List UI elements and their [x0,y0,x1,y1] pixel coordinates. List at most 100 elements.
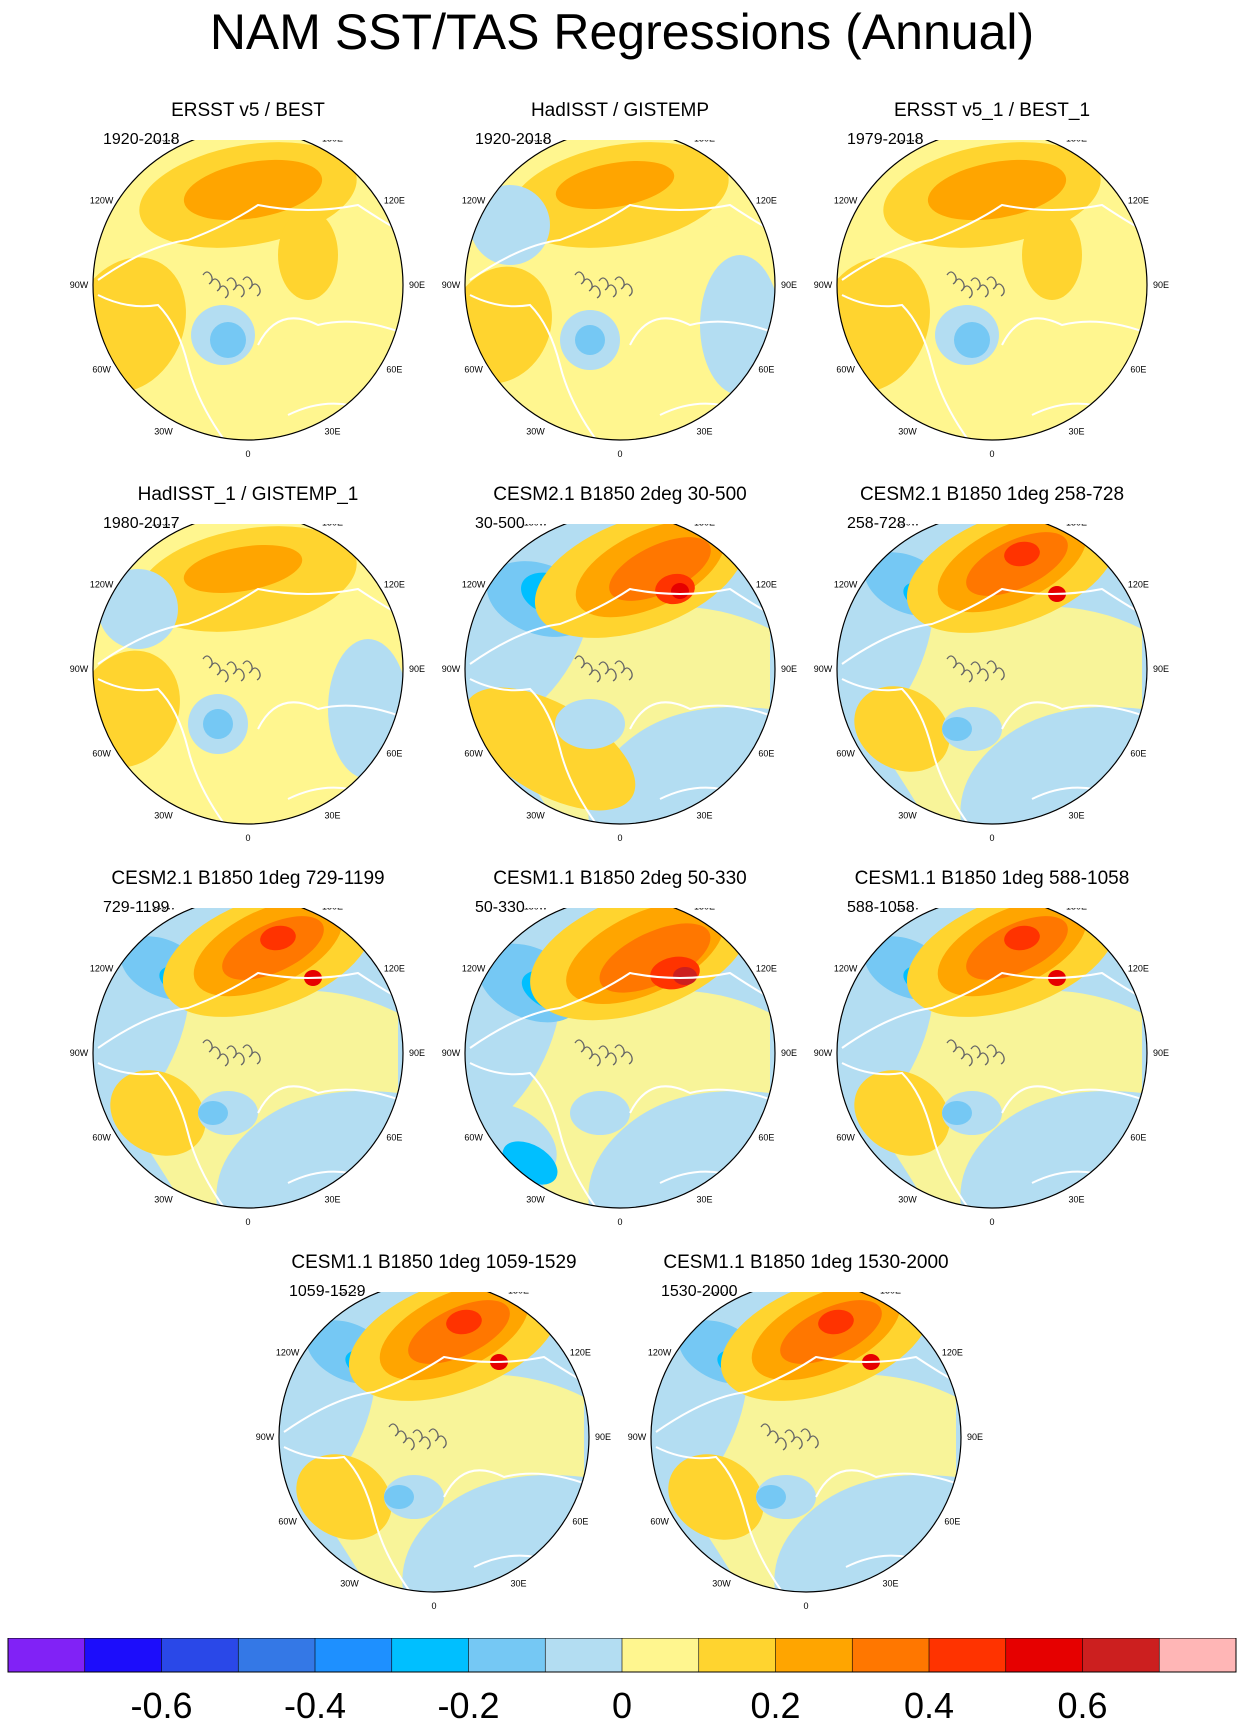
longitude-label: 30W [526,426,545,436]
longitude-label: 120E [1128,580,1149,590]
panel-period-label: 729-1199 [103,899,170,916]
longitude-label: 60W [464,749,483,759]
longitude-label: 60E [386,749,402,759]
figure-title: NAM SST/TAS Regressions (Annual) [209,4,1035,60]
map-panel: HadISST / GISTEMP1920-2018180150E120E90E… [440,100,800,480]
longitude-label: 60E [572,1517,588,1527]
map-panel: CESM1.1 B1850 1deg 1059-15291059-1529180… [254,1252,614,1632]
longitude-label: 150W [152,524,176,528]
longitude-label: 120W [834,580,858,590]
longitude-label: 30W [154,426,173,436]
panel-period-label: 588-1058 [847,899,915,916]
longitude-label: 90E [409,280,425,290]
longitude-label: 90E [781,280,797,290]
longitude-label: 90E [595,1432,611,1442]
longitude-label: 120E [1128,196,1149,206]
panel-title: CESM2.1 B1850 1deg 258-728 [859,484,1125,505]
longitude-label: 150W [896,908,920,912]
longitude-label: 90W [814,1048,833,1058]
longitude-label: 90W [442,1048,461,1058]
longitude-label: 60W [836,749,855,759]
colorbar-swatch [468,1638,546,1672]
longitude-label: 90E [1153,280,1169,290]
polar-map: 180150E120E90E60E30E030W60W90W120W150W [814,524,1169,843]
longitude-label: 120W [90,964,114,974]
longitude-label: 60W [836,365,855,375]
longitude-label: 120E [756,964,777,974]
colorbar-swatch [698,1638,776,1672]
longitude-label: 150W [524,524,548,528]
longitude-label: 90W [70,1048,89,1058]
longitude-label: 60E [758,365,774,375]
panel-period-label: 1920-2018 [475,131,552,148]
longitude-label: 150E [1066,524,1087,528]
colorbar-swatch [8,1638,86,1672]
longitude-label: 30E [1068,426,1084,436]
colorbar-swatch [929,1638,1007,1672]
longitude-label: 120E [384,196,405,206]
polar-map: 180150E120E90E60E30E030W60W90W120W150W [442,140,797,459]
colorbar-swatch [84,1638,162,1672]
longitude-label: 150W [710,1292,734,1296]
longitude-label: 90E [967,1432,983,1442]
polar-map: 180150E120E90E60E30E030W60W90W120W150W [442,524,797,843]
longitude-label: 150E [880,1292,901,1296]
polar-map: 180150E120E90E60E30E030W60W90W120W150W [628,1292,983,1611]
longitude-label: 30E [882,1578,898,1588]
longitude-label: 30E [324,1194,340,1204]
panel-title: CESM2.1 B1850 2deg 30-500 [493,484,747,505]
colorbar-swatch [852,1638,930,1672]
longitude-label: 30E [1068,810,1084,820]
longitude-label: 30W [154,1194,173,1204]
longitude-label: 90W [628,1432,647,1442]
longitude-label: 120E [1128,964,1149,974]
longitude-label: 30W [898,426,917,436]
longitude-label: 150W [152,140,176,144]
panel-period-label: 1059-1529 [289,1283,366,1300]
colorbar-tick-label: -0.6 [130,1685,192,1726]
longitude-label: 60E [386,365,402,375]
longitude-label: 30W [898,1194,917,1204]
longitude-label: 120W [276,1348,300,1358]
longitude-label: 30E [324,810,340,820]
polar-map: 180150E120E90E60E30E030W60W90W120W150W [814,908,1169,1227]
colorbar-swatch [1082,1638,1160,1672]
longitude-label: 150E [1066,908,1087,912]
longitude-label: 60W [464,365,483,375]
panel-period-label: 50-330 [475,899,525,916]
longitude-label: 120W [462,196,486,206]
longitude-label: 30E [1068,1194,1084,1204]
colorbar-swatch [622,1638,700,1672]
longitude-label: 90W [442,280,461,290]
colorbar-tick-label: -0.4 [284,1685,346,1726]
longitude-label: 90E [781,664,797,674]
longitude-label: 150W [524,140,548,144]
panel-title: CESM1.1 B1850 1deg 588-1058 [854,868,1130,889]
longitude-label: 30E [696,810,712,820]
longitude-label: 90E [409,664,425,674]
longitude-label: 90E [1153,664,1169,674]
longitude-label: 120W [462,964,486,974]
longitude-label: 120E [384,580,405,590]
map-panel: ERSST v5_1 / BEST_11979-2018180150E120E9… [812,100,1172,480]
map-panel: CESM2.1 B1850 1deg 729-1199729-119918015… [68,868,428,1248]
polar-map: 180150E120E90E60E30E030W60W90W120W150W [70,524,425,843]
longitude-label: 60E [386,1133,402,1143]
longitude-label: 60W [650,1517,669,1527]
longitude-label: 150E [1066,140,1087,144]
longitude-label: 30W [340,1578,359,1588]
longitude-label: 60E [758,749,774,759]
longitude-label: 150W [152,908,176,912]
colorbar-tick-label: -0.2 [437,1685,499,1726]
colorbar-swatch [545,1638,623,1672]
panel-period-label: 30-500 [475,515,525,532]
longitude-label: 150E [322,908,343,912]
longitude-label: 150E [694,908,715,912]
longitude-label: 120W [834,964,858,974]
colorbar-tick-label: 0 [612,1685,632,1726]
longitude-label: 30W [526,1194,545,1204]
longitude-label: 60W [836,1133,855,1143]
colorbar-swatch [161,1638,239,1672]
longitude-label: 120E [384,964,405,974]
panel-period-label: 1979-2018 [847,131,924,148]
